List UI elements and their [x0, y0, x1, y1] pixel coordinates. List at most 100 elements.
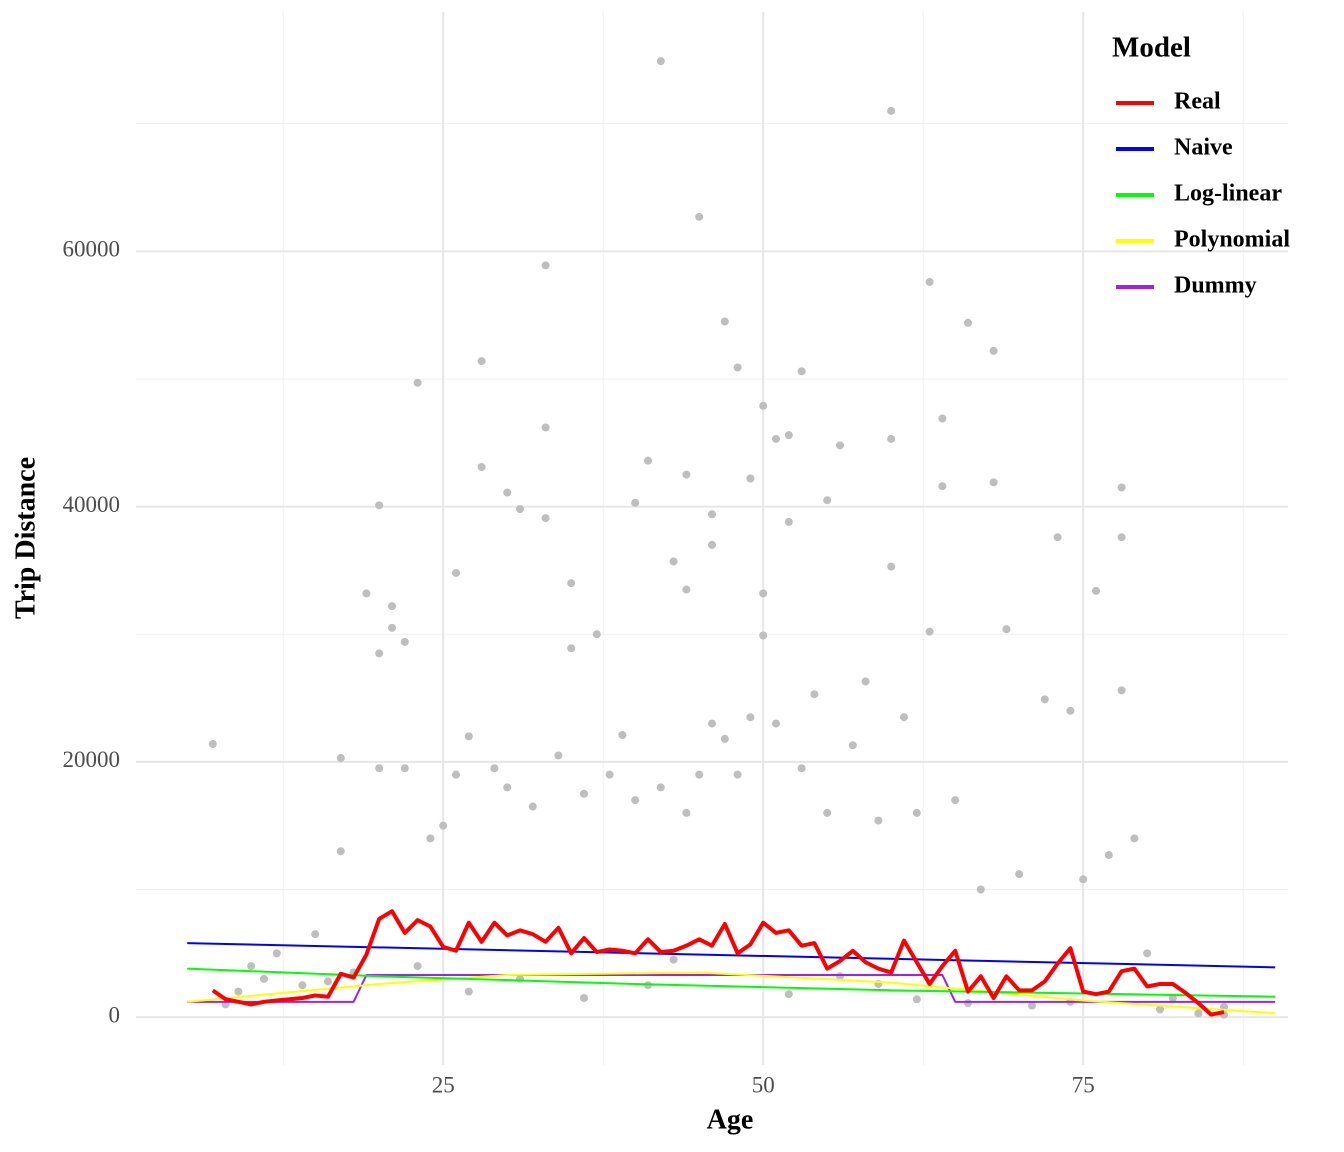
data-point	[759, 631, 768, 640]
data-point	[554, 751, 563, 760]
data-point	[260, 974, 268, 983]
legend-label: Naive	[1174, 135, 1233, 161]
data-point	[375, 501, 384, 510]
data-point	[541, 423, 550, 432]
legend-label: Real	[1174, 89, 1221, 115]
data-point	[759, 589, 768, 598]
points	[208, 57, 1228, 1019]
data-point	[746, 474, 755, 483]
data-point	[912, 995, 921, 1004]
data-point	[695, 212, 704, 221]
data-point	[836, 441, 844, 450]
data-point	[311, 930, 320, 939]
y-tick-label: 0	[109, 1002, 121, 1027]
line	[187, 974, 1276, 1003]
data-point	[656, 57, 665, 66]
data-point	[336, 754, 345, 763]
data-point	[247, 962, 256, 971]
data-point	[516, 974, 524, 983]
data-point	[682, 470, 691, 479]
data-point	[1104, 851, 1113, 860]
data-point	[797, 367, 806, 376]
data-point	[810, 690, 819, 699]
data-point	[964, 999, 972, 1008]
data-point	[669, 557, 678, 566]
data-point	[938, 414, 947, 423]
data-point	[388, 623, 396, 632]
data-point	[964, 318, 972, 327]
data-point	[887, 434, 896, 443]
legend-label: Log-linear	[1174, 181, 1282, 207]
data-point	[413, 378, 422, 387]
x-axis-title: Age	[707, 1104, 754, 1135]
y-tick-label: 60000	[63, 237, 121, 262]
data-point	[861, 677, 870, 686]
y-tick-label: 40000	[63, 492, 121, 517]
data-point	[887, 106, 896, 115]
data-point	[1028, 1001, 1036, 1010]
data-point	[477, 463, 486, 472]
data-point	[784, 431, 793, 440]
data-point	[503, 783, 512, 792]
data-point	[1143, 949, 1152, 958]
data-point	[452, 770, 460, 779]
data-point	[298, 981, 307, 990]
data-point	[528, 802, 537, 811]
data-point	[656, 783, 665, 792]
data-point	[823, 808, 832, 817]
data-point	[375, 649, 384, 658]
data-point	[1117, 483, 1126, 492]
data-point	[477, 357, 486, 366]
data-point	[439, 821, 448, 830]
data-point	[669, 955, 678, 964]
data-point	[234, 987, 243, 996]
data-point	[759, 401, 768, 410]
data-point	[1053, 533, 1062, 542]
data-point	[541, 261, 550, 270]
x-tick-label: 50	[752, 1072, 775, 1097]
data-point	[1079, 875, 1088, 884]
data-point	[1156, 1005, 1164, 1014]
data-point	[1015, 870, 1024, 879]
data-point	[503, 488, 512, 497]
legend-label: Polynomial	[1174, 227, 1290, 253]
data-point	[567, 579, 576, 588]
data-point	[605, 770, 614, 779]
data-point	[900, 713, 908, 722]
data-point	[925, 277, 934, 286]
data-point	[272, 949, 281, 958]
data-point	[580, 993, 588, 1002]
data-point	[708, 510, 716, 519]
data-point	[388, 602, 396, 611]
data-point	[938, 482, 947, 491]
data-point	[618, 731, 627, 740]
data-point	[464, 732, 473, 741]
data-point	[336, 847, 345, 856]
data-point	[1130, 834, 1139, 843]
data-point	[887, 562, 896, 571]
data-point	[708, 719, 716, 728]
legend-label: Dummy	[1174, 273, 1257, 299]
data-point	[452, 568, 460, 577]
data-point	[644, 456, 652, 465]
data-point	[912, 808, 921, 817]
data-point	[580, 789, 588, 798]
data-point	[362, 589, 371, 598]
data-point	[823, 496, 832, 505]
data-point	[592, 630, 601, 639]
data-point	[1066, 706, 1075, 715]
data-point	[490, 764, 499, 773]
data-point	[682, 585, 691, 594]
data-point	[784, 990, 793, 999]
data-point	[426, 834, 435, 843]
data-point	[746, 713, 755, 722]
data-point	[682, 808, 691, 817]
data-point	[400, 637, 409, 646]
data-point	[772, 434, 780, 443]
data-point	[541, 514, 550, 523]
data-point	[567, 644, 576, 653]
grid	[136, 12, 1288, 1065]
x-tick-label: 25	[432, 1072, 455, 1097]
data-point	[989, 346, 998, 355]
